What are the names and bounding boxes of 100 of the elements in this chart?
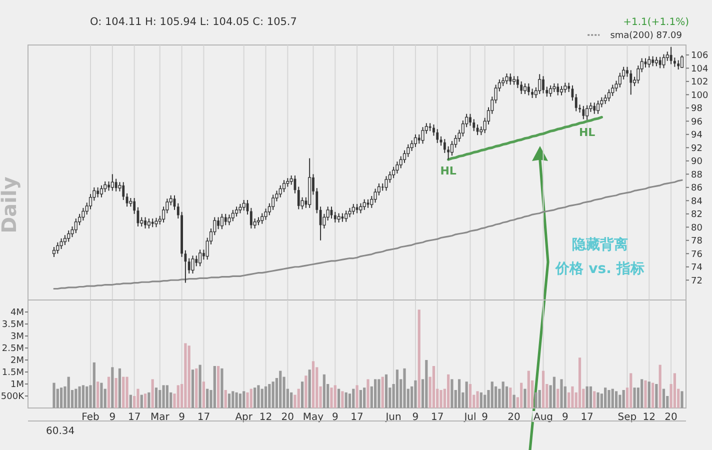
candlestick [421, 126, 424, 144]
bar [432, 366, 436, 408]
bar [238, 394, 242, 408]
candlestick [674, 57, 676, 68]
candlestick [220, 213, 224, 230]
bar [250, 388, 252, 408]
y-tick-label: 2.5M [2, 344, 24, 354]
candlestick [348, 207, 352, 218]
candlestick [344, 210, 348, 222]
bar [213, 366, 216, 408]
bar [217, 366, 220, 408]
bar [571, 386, 574, 408]
bar [74, 388, 78, 408]
y-tick-label: 84 [691, 196, 703, 207]
bar [114, 378, 118, 408]
bar [228, 394, 231, 408]
bar [188, 346, 190, 408]
bar [232, 391, 234, 408]
bar [662, 388, 666, 408]
bar [111, 367, 114, 408]
candlestick [362, 198, 366, 210]
bar [67, 376, 70, 408]
text: +1.1(+1.1%) [623, 17, 690, 28]
x-tick-label: 20 [281, 412, 294, 423]
bar [611, 388, 614, 408]
candlestick [238, 203, 242, 214]
bar [366, 379, 370, 408]
bar [556, 388, 560, 408]
candlestick [176, 202, 180, 220]
y-tick-label: 500K [0, 392, 26, 402]
bar [166, 385, 168, 408]
bar [304, 376, 308, 408]
bar [60, 388, 63, 408]
bar [257, 385, 260, 408]
x-tick-label: Apr [235, 412, 254, 423]
x-tick-label: Feb [82, 412, 100, 423]
bar [458, 379, 461, 408]
bar [279, 370, 282, 408]
annotation: 价格 vs. 指标 [554, 261, 644, 277]
x-tick-label: Sep [618, 412, 637, 423]
x-tick-label: Mar [150, 412, 170, 423]
candlestick [195, 255, 198, 267]
x-tick-label: 9 [109, 412, 116, 423]
bar [334, 385, 336, 408]
y-tick-label: 80 [691, 223, 703, 234]
chart-subtitle: O: 104.11 H: 105.94 L: 104.05 C: 105.7 [90, 16, 297, 28]
bar [596, 392, 600, 408]
x-tick-label: 12 [259, 412, 272, 423]
bar [184, 343, 187, 408]
candlestick [191, 255, 194, 274]
bar [195, 368, 198, 408]
candlestick [250, 207, 252, 229]
bar [450, 379, 454, 408]
text: 60.34 [46, 426, 75, 437]
bar [680, 391, 684, 408]
y-tick-label: 1M [10, 380, 24, 390]
candlestick [242, 199, 246, 212]
y-tick-label: 90 [691, 157, 703, 168]
y-tick-label: 4M [10, 308, 24, 318]
x-tick-label: 17 [128, 412, 141, 423]
bar [651, 382, 654, 408]
x-tick-label: 17 [431, 412, 444, 423]
y-tick-label: 86 [691, 184, 703, 194]
candlestick [662, 54, 666, 69]
candlestick [626, 66, 628, 78]
y-tick-label: 88 [691, 170, 703, 180]
bar [608, 390, 610, 408]
candlestick [108, 180, 110, 192]
bar [480, 392, 482, 408]
candlestick [447, 146, 450, 160]
bar [509, 388, 512, 408]
candlestick [110, 174, 114, 192]
candlestick [326, 206, 330, 222]
bar [52, 382, 56, 408]
candlestick [114, 178, 118, 192]
annotation: HL [578, 126, 596, 140]
candlestick [516, 76, 519, 89]
candlestick [538, 74, 542, 95]
candlestick [531, 88, 534, 98]
candlestick [231, 209, 234, 222]
y-tick-label: 78 [691, 236, 703, 247]
bar [268, 384, 271, 408]
candlestick [630, 70, 632, 96]
candlestick [469, 113, 472, 126]
candlestick [217, 216, 220, 230]
y-tick-label: 2M [10, 356, 24, 366]
x-tick-label: 9 [562, 412, 568, 423]
bar [384, 374, 388, 408]
bar [129, 394, 132, 408]
x-tick-label: Aug [533, 412, 554, 423]
candlestick [414, 134, 418, 148]
candlestick [67, 230, 70, 242]
line-series [53, 179, 683, 290]
bar [202, 382, 205, 408]
candlestick [582, 105, 585, 120]
bar [425, 360, 428, 408]
bar [176, 385, 180, 408]
bar [148, 392, 150, 408]
candlestick [542, 76, 544, 94]
candlestick [564, 82, 567, 94]
